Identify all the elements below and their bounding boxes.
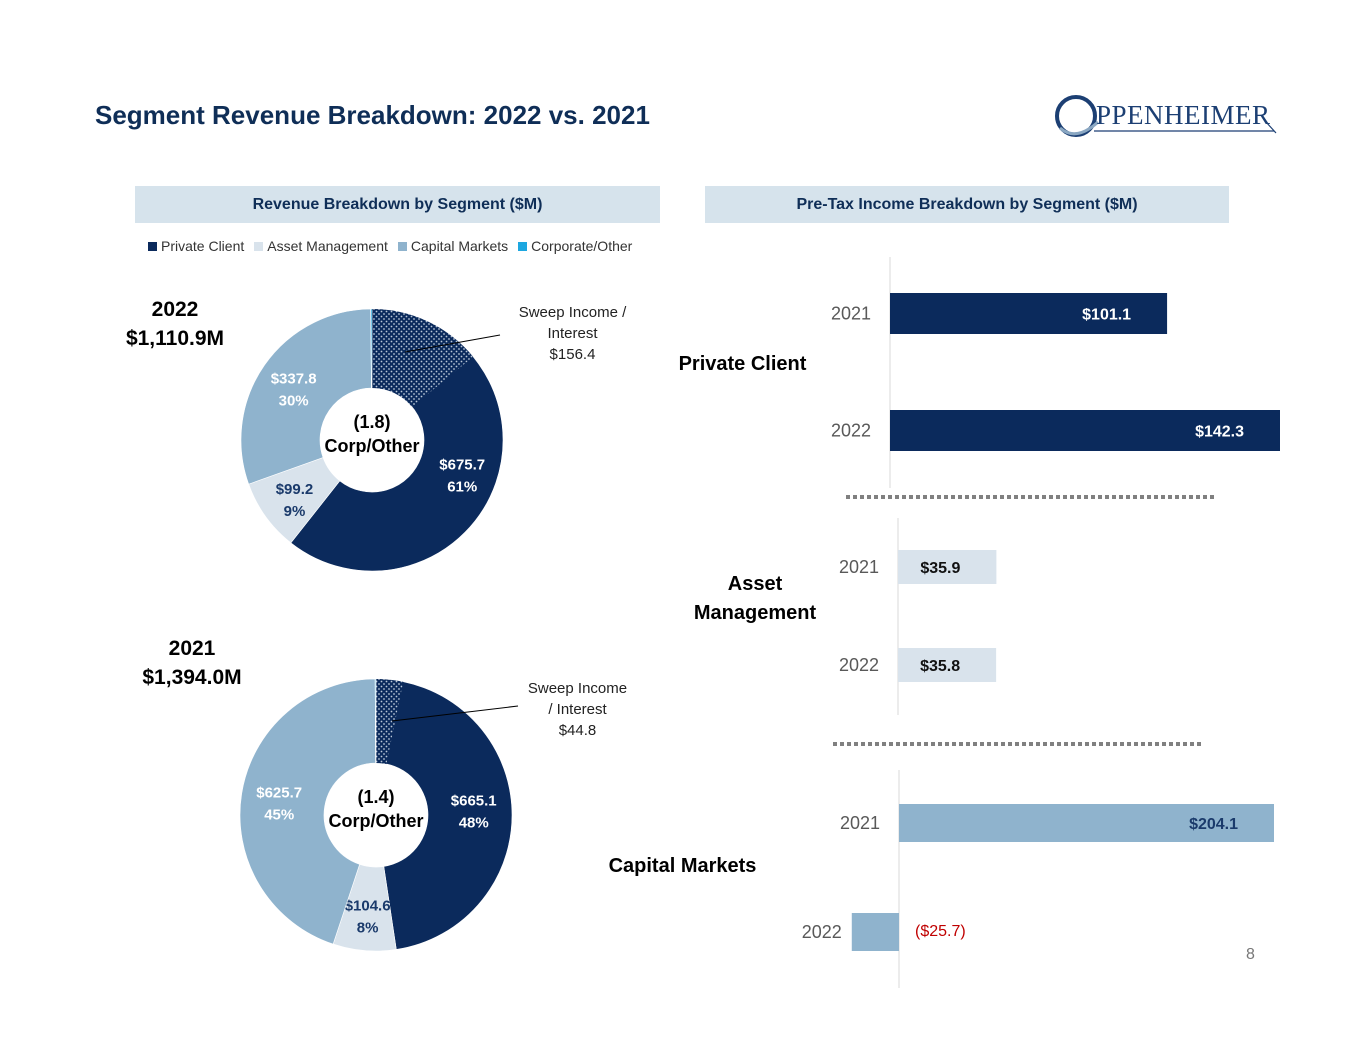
bar-category-label: 2021 — [840, 813, 880, 833]
legend-swatch — [148, 241, 157, 251]
segment-title-private-client: Private Client — [678, 353, 807, 375]
donut-label-value: $99.2 — [276, 481, 314, 498]
legend-capital-markets: Capital Markets — [397, 238, 509, 254]
legend-label: Asset Management — [267, 238, 388, 254]
oppenheimer-logo: PPENHEIMER — [1052, 92, 1282, 140]
donut-slice-capital-markets — [239, 678, 376, 945]
donut-slice-sweep-income — [376, 679, 404, 765]
donut-slice-capital-markets — [240, 308, 372, 485]
donut-2021-title: 2021 $1,394.0M — [112, 634, 272, 692]
donut-label-value: $625.7 — [256, 785, 302, 802]
annotation-line: Interest — [547, 325, 598, 342]
donut-center-label: Corp/Other — [324, 436, 419, 456]
donut-slice-corporate-other — [374, 678, 377, 764]
donut-center-value: (1.8) — [353, 412, 390, 432]
donut-center-label: Corp/Other — [328, 811, 423, 831]
segment-title-line: Asset — [727, 573, 783, 595]
donut-label-pct: 9% — [284, 503, 306, 520]
annotation-line: / Interest — [548, 701, 607, 718]
sweep-leader-line — [391, 705, 519, 722]
segment-title-line: Management — [693, 602, 817, 624]
donut-label-pct: 30% — [279, 392, 309, 409]
legend-label: Corporate/Other — [531, 238, 633, 254]
bar-value-label: ($25.7) — [915, 923, 966, 940]
legend-private-client: Private Client — [148, 238, 244, 254]
revenue-legend: Private Client Asset Management Capital … — [148, 238, 632, 254]
donut-label-pct: 8% — [357, 920, 379, 937]
legend-asset-management: Asset Management — [254, 238, 388, 254]
donut-center-value: (1.4) — [357, 787, 394, 807]
bar-category-label: 2022 — [831, 421, 871, 441]
logo-underline — [1094, 121, 1277, 134]
revenue-panel-header: Revenue Breakdown by Segment ($M) — [135, 186, 660, 223]
donut-slice-sweep-income — [372, 309, 474, 407]
bar-2022 — [890, 410, 1280, 451]
donut-label-value: $104.6 — [345, 898, 391, 915]
bar-2021 — [899, 804, 1274, 842]
pretax-panel-header: Pre-Tax Income Breakdown by Segment ($M) — [705, 186, 1229, 223]
logo-o-icon — [1055, 95, 1100, 137]
bar-value-label: $35.9 — [920, 560, 960, 577]
page-title: Segment Revenue Breakdown: 2022 vs. 2021 — [95, 100, 650, 130]
legend-swatch — [254, 241, 264, 251]
donut-2022-sweep-annotation: Sweep Income / Interest $156.4 — [500, 302, 645, 365]
legend-swatch — [518, 241, 528, 251]
annotation-line: $44.8 — [558, 722, 597, 739]
legend-corporate-other: Corporate/Other — [518, 238, 632, 254]
bar-2021 — [890, 293, 1168, 334]
bar-value-label: $142.3 — [1195, 424, 1244, 441]
bar-value-label: $101.1 — [1082, 307, 1131, 324]
bar-value-label: $35.8 — [920, 658, 960, 675]
donut-2022-title: 2022 $1,110.9M — [95, 295, 255, 353]
segment-title-asset-management: Asset Management — [670, 570, 840, 628]
bar-category-label: 2022 — [802, 922, 842, 942]
donut-year: 2022 — [151, 298, 199, 321]
donut-slice-corporate-other — [370, 308, 373, 389]
bar-2022 — [851, 913, 899, 951]
bar-value-label: $204.1 — [1189, 816, 1238, 833]
bar-category-label: 2021 — [839, 557, 879, 577]
donut-label-value: $665.1 — [451, 793, 497, 810]
annotation-line: Sweep Income — [527, 680, 628, 697]
donut-year: 2021 — [168, 637, 216, 660]
donut-total: $1,394.0M — [142, 666, 242, 689]
donut-2021-sweep-annotation: Sweep Income / Interest $44.8 — [510, 678, 645, 741]
legend-label: Private Client — [161, 238, 245, 254]
segment-title-capital-markets: Capital Markets — [608, 855, 757, 877]
bar-2021 — [898, 550, 997, 584]
logo-text: PPENHEIMER — [1096, 100, 1271, 130]
legend-swatch — [397, 241, 407, 251]
bar-category-label: 2021 — [831, 304, 871, 324]
annotation-line: Sweep Income / — [518, 304, 627, 321]
donut-slice-private-client — [375, 678, 513, 950]
bar-category-label: 2022 — [839, 655, 879, 675]
donut-label-pct: 61% — [447, 478, 477, 495]
legend-label: Capital Markets — [410, 238, 509, 254]
donut-total: $1,110.9M — [125, 327, 225, 350]
donut-label-value: $675.7 — [439, 456, 485, 473]
donut-label-pct: 48% — [459, 815, 489, 832]
donut-label-pct: 45% — [264, 807, 294, 824]
page-number: 8 — [1246, 946, 1255, 963]
donut-label-value: $337.8 — [271, 370, 317, 387]
annotation-line: $156.4 — [549, 346, 596, 363]
sweep-leader-line — [404, 334, 501, 353]
bar-2022 — [898, 648, 997, 682]
